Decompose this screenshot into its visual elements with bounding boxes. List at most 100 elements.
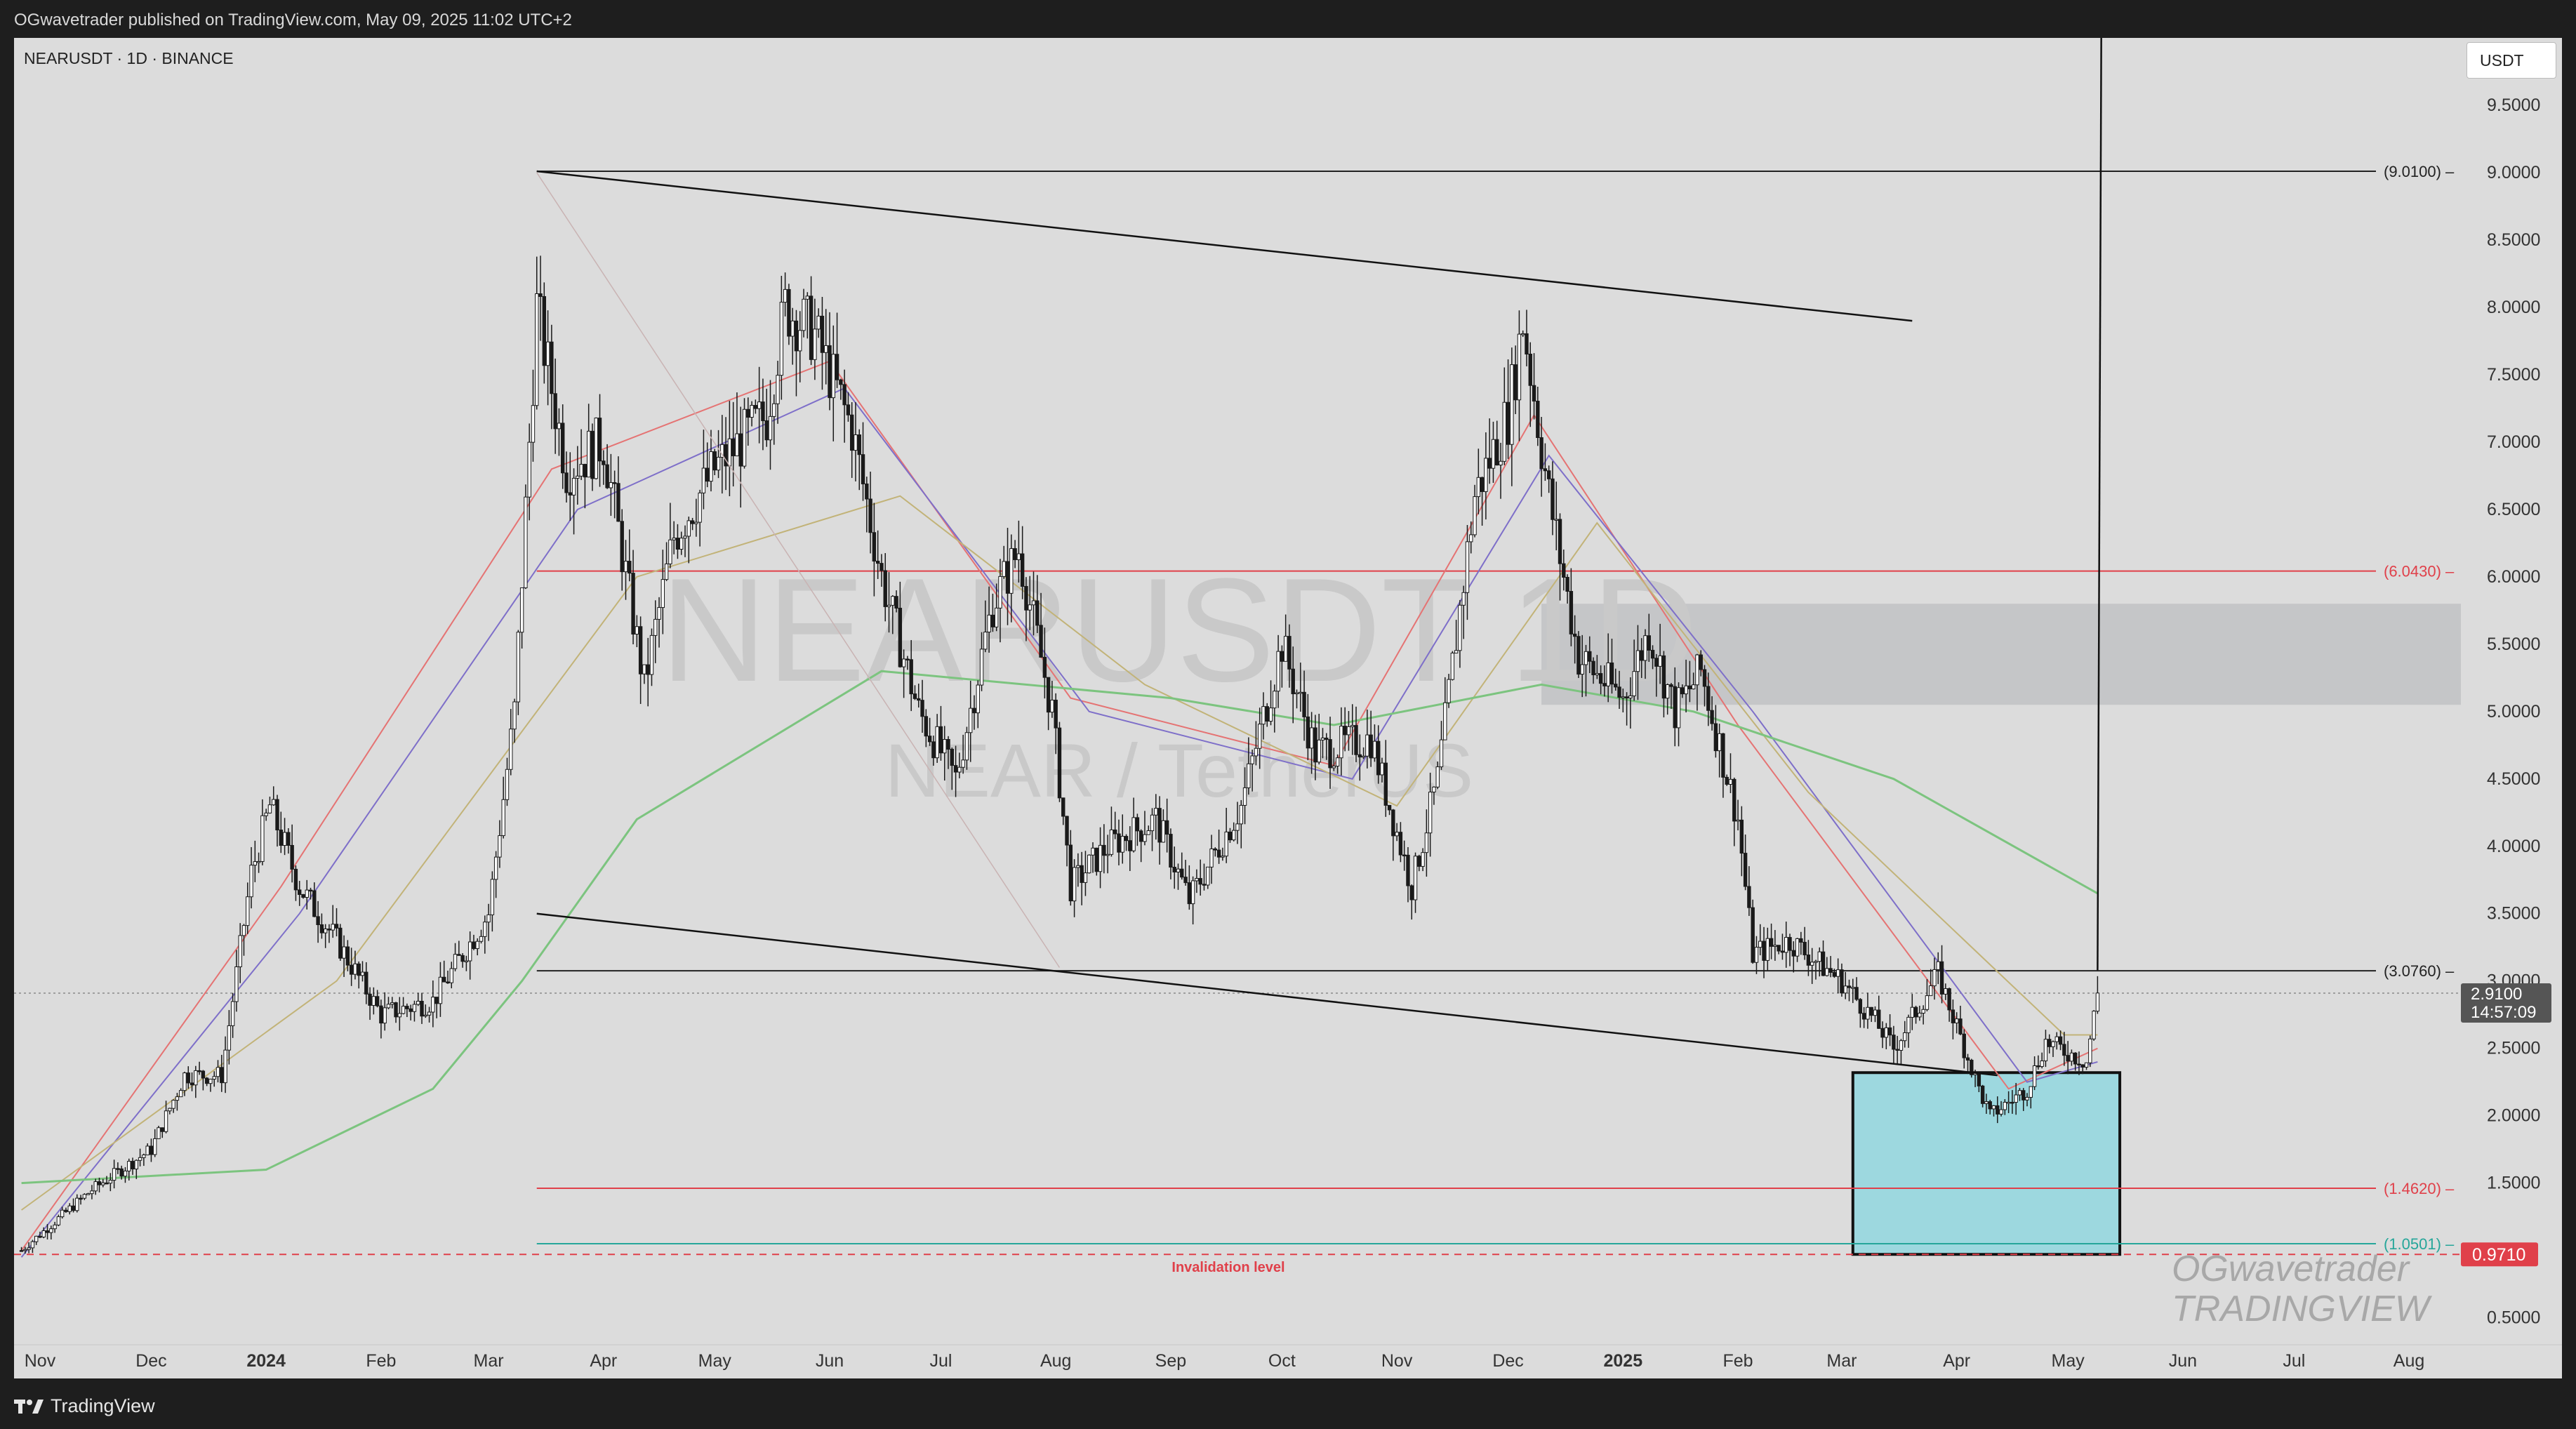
candle-body-2024-02-27	[475, 941, 479, 950]
candle-body-2023-11-14	[86, 1193, 91, 1195]
candle-body-2024-08-17	[1113, 829, 1117, 835]
candle-body-2025-03-10	[1873, 1009, 1878, 1016]
candle-body-2024-08-20	[1124, 836, 1129, 842]
candle-body-2024-10-20	[1350, 725, 1355, 727]
candle-body-2023-12-22	[227, 1025, 232, 1051]
candle-body-2024-01-14	[312, 890, 317, 917]
currency-unit-button[interactable]: USDT	[2467, 42, 2556, 79]
y-tick-label: 0.5000	[2487, 1308, 2540, 1328]
candle-body-2023-12-25	[238, 935, 242, 968]
candle-body-2024-12-24	[1591, 660, 1595, 675]
candle-body-2024-10-04	[1291, 668, 1295, 695]
x-tick-label: May	[698, 1351, 732, 1371]
diagonal-guide-line	[536, 172, 1061, 968]
y-tick-label: 6.5000	[2487, 500, 2540, 519]
candle-body-2024-02-18	[441, 976, 446, 983]
x-tick-label: Dec	[135, 1351, 166, 1371]
tradingview-logo-icon	[14, 1399, 44, 1414]
candle-body-2024-10-05	[1294, 692, 1299, 695]
candle-body-2024-05-23	[794, 320, 799, 352]
candle-body-2024-01-09	[293, 868, 298, 891]
candle-body-2025-01-06	[1640, 650, 1644, 661]
candle-body-2024-07-24	[1024, 585, 1028, 611]
candle-body-2024-07-09	[969, 707, 973, 733]
candle-body-2025-04-30	[2062, 1044, 2066, 1056]
candle-body-2023-12-07	[171, 1100, 175, 1109]
candle-body-2024-08-19	[1120, 836, 1124, 853]
candle-body-2025-01-20	[1691, 684, 1696, 690]
candle-body-2024-08-01	[1054, 699, 1058, 729]
candle-body-2024-04-05	[616, 483, 620, 522]
candle-body-2024-10-14	[1328, 739, 1332, 769]
candle-body-2024-06-17	[887, 604, 891, 607]
last-price-value: 2.9100	[2471, 985, 2522, 1004]
candle-body-2024-04-27	[698, 492, 702, 523]
candle-body-2024-09-03	[1176, 868, 1181, 872]
candle-body-2025-01-03	[1628, 695, 1633, 698]
candle-body-2024-04-11	[638, 626, 643, 674]
candle-body-2024-02-29	[483, 922, 487, 937]
candle-body-2024-11-09	[1424, 832, 1429, 853]
candle-body-2023-12-23	[230, 1001, 235, 1026]
candle-body-2024-01-03	[272, 799, 276, 806]
candle-body-2023-12-14	[197, 1070, 201, 1072]
candle-body-2024-10-31	[1391, 809, 1395, 837]
candle-body-2023-11-09	[67, 1205, 72, 1212]
candle-body-2023-11-07	[60, 1209, 65, 1218]
candle-body-2024-11-16	[1450, 652, 1455, 680]
candle-body-2024-07-08	[964, 732, 969, 761]
candle-body-2025-01-09	[1650, 649, 1655, 659]
candle-body-2024-04-13	[646, 664, 650, 675]
candle-body-2025-04-21	[2029, 1086, 2033, 1098]
candle-body-2024-01-15	[316, 916, 320, 926]
candles	[19, 255, 2100, 1254]
candle-body-2024-06-05	[842, 384, 847, 406]
candle-body-2023-11-03	[45, 1230, 50, 1233]
publish-header: OGwavetrader published on TradingView.co…	[0, 0, 2576, 38]
chart-frame[interactable]	[14, 38, 2562, 1378]
candle-body-2024-06-01	[828, 345, 832, 399]
candle-body-2025-01-14	[1669, 684, 1673, 687]
candle-body-2025-02-24	[1821, 951, 1826, 976]
candle-body-2024-12-17	[1565, 577, 1569, 592]
candle-body-2025-04-05	[1970, 1059, 1974, 1075]
candle-body-2024-01-30	[371, 996, 376, 1006]
candle-body-2023-11-25	[127, 1161, 131, 1171]
candle-body-2023-12-11	[186, 1072, 190, 1084]
candle-body-2024-05-17	[772, 403, 776, 417]
candle-body-2024-06-11	[865, 483, 869, 500]
candle-body-2024-04-10	[635, 626, 639, 635]
candle-body-2025-01-21	[1695, 654, 1699, 686]
candle-body-2024-09-26	[1261, 706, 1266, 725]
invalidation-label: Invalidation level	[1171, 1260, 1284, 1275]
footer-bar	[0, 1378, 2576, 1429]
candle-body-2024-09-24	[1254, 747, 1259, 757]
candle-body-2024-08-18	[1117, 833, 1121, 853]
candle-body-2024-10-15	[1332, 766, 1336, 769]
candle-body-2024-01-16	[319, 924, 324, 933]
candle-body-2025-01-15	[1673, 686, 1677, 729]
candle-body-2024-03-06	[505, 769, 510, 800]
candle-body-2024-09-15	[1221, 856, 1225, 858]
tradingview-logo[interactable]: TradingView	[14, 1395, 155, 1417]
candle-body-2023-12-08	[175, 1096, 180, 1101]
candle-body-2024-05-01	[712, 451, 717, 471]
candle-body-2024-01-26	[357, 963, 361, 976]
candle-body-2025-05-05	[2080, 1064, 2085, 1068]
candle-body-2024-06-15	[879, 563, 884, 571]
candle-body-2024-11-15	[1447, 679, 1451, 703]
publish-info: OGwavetrader published on TradingView.co…	[14, 11, 572, 29]
candle-body-2024-03-31	[597, 418, 602, 462]
candle-body-2025-02-13	[1780, 950, 1785, 953]
candle-body-2024-06-03	[835, 354, 839, 380]
y-tick-label: 1.5000	[2487, 1174, 2540, 1193]
candle-body-2023-12-03	[157, 1127, 161, 1139]
candle-body-2024-07-14	[987, 614, 991, 633]
candle-body-2024-12-07	[1528, 354, 1532, 386]
candle-body-2025-03-25	[1929, 985, 1933, 997]
candle-body-2023-12-27	[246, 896, 250, 926]
candle-body-2024-11-23	[1476, 477, 1481, 498]
lower-wedge-line	[536, 912, 1998, 1077]
candle-body-2024-05-04	[724, 444, 728, 467]
